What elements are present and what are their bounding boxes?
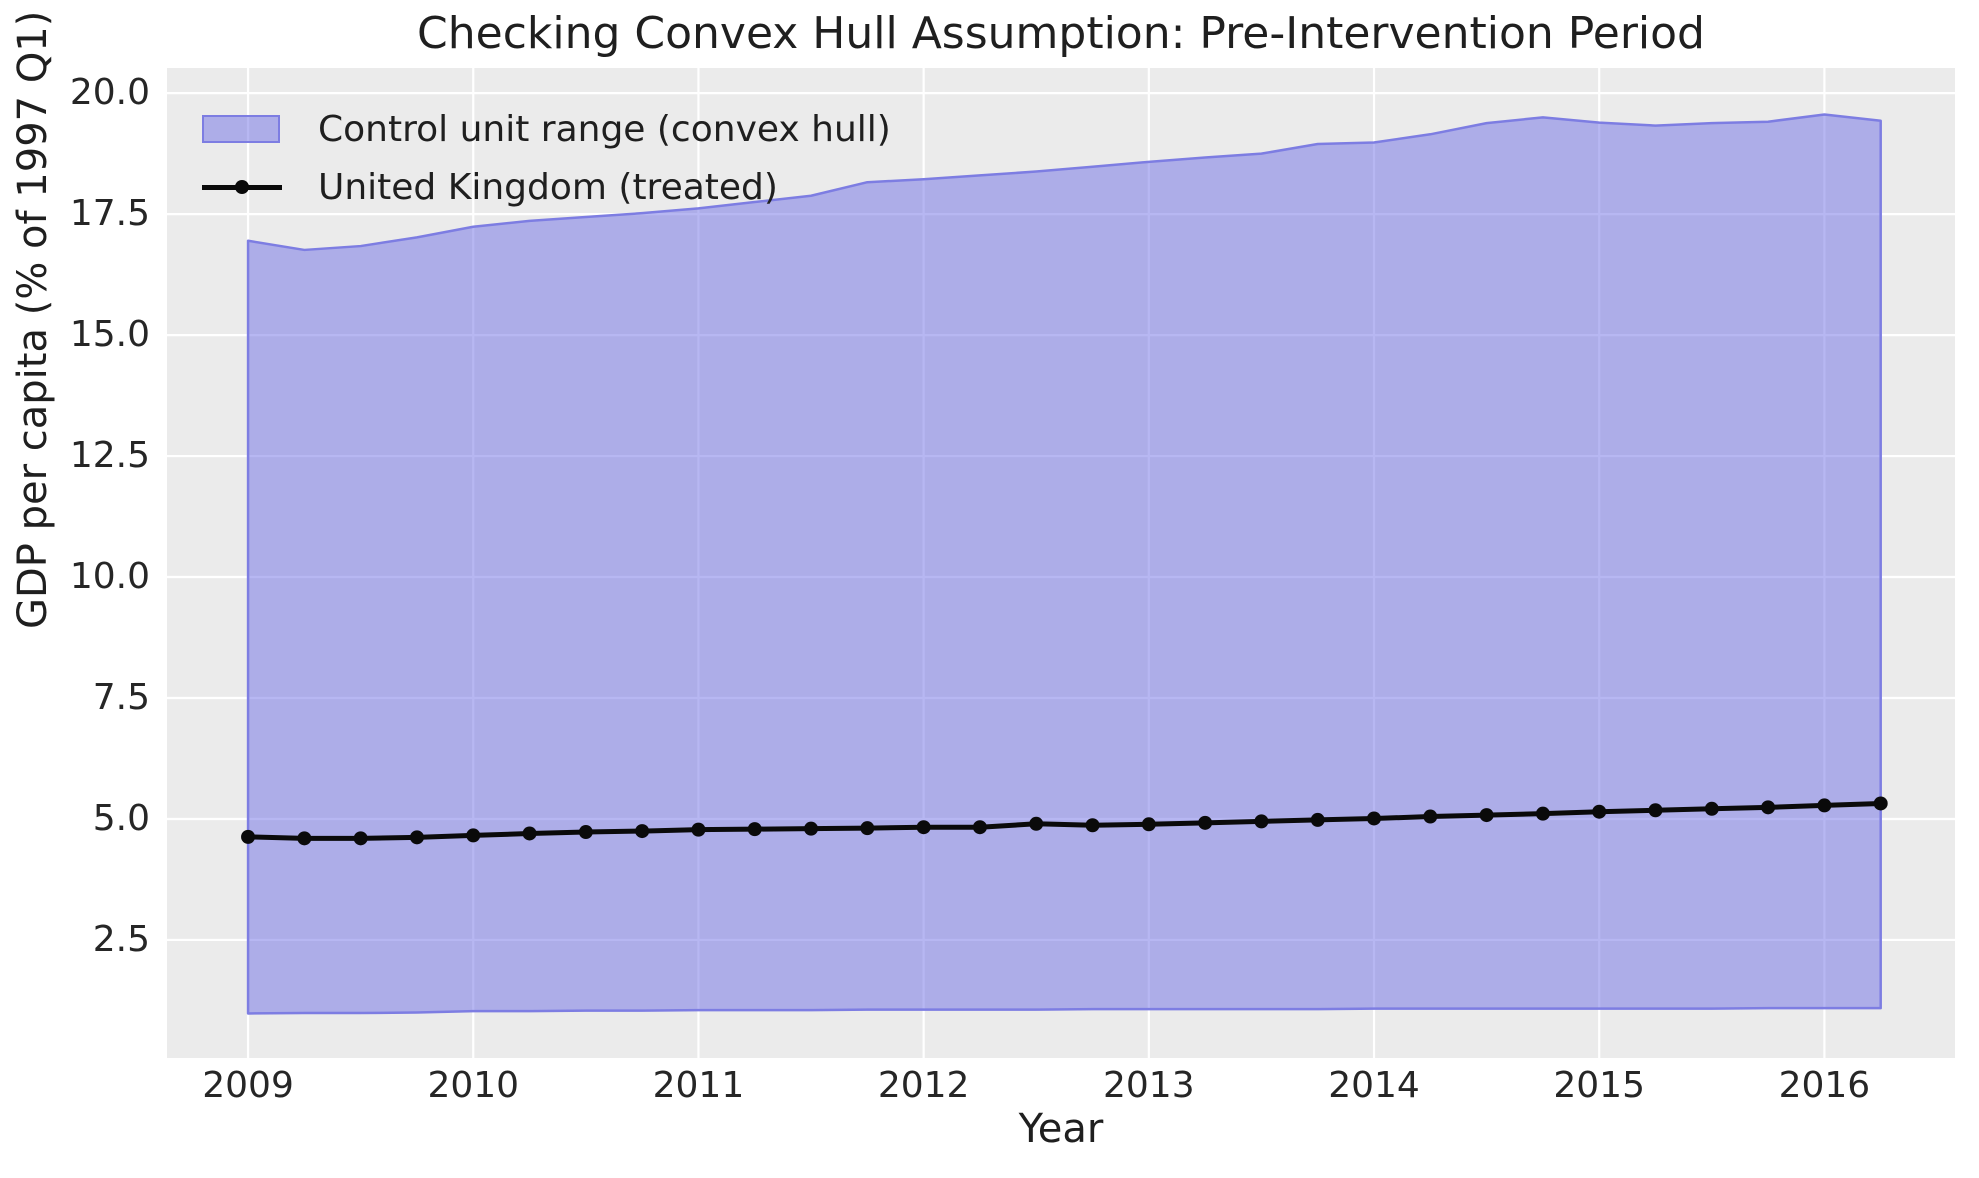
uk-marker <box>522 826 537 841</box>
y-tick-label: 5.0 <box>92 797 150 839</box>
uk-marker <box>1367 811 1382 826</box>
x-tick-label: 2012 <box>877 1065 970 1106</box>
y-tick-label: 15.0 <box>69 314 150 356</box>
uk-marker <box>635 824 650 839</box>
x-tick-label: 2015 <box>1553 1065 1645 1106</box>
chart-title: Checking Convex Hull Assumption: Pre-Int… <box>417 8 1705 59</box>
uk-marker <box>297 831 312 846</box>
x-tick-label: 2014 <box>1328 1065 1420 1106</box>
uk-marker <box>1141 817 1156 832</box>
uk-marker <box>1310 812 1325 827</box>
legend-item-hull: Control unit range (convex hull) <box>202 100 891 158</box>
uk-line <box>245 800 1884 841</box>
uk-marker <box>1761 800 1776 815</box>
uk-marker <box>747 822 762 837</box>
uk-marker <box>1085 818 1100 833</box>
uk-marker <box>578 825 593 840</box>
y-tick-label: 2.5 <box>92 918 150 960</box>
x-tick-label: 2010 <box>427 1065 520 1106</box>
uk-marker <box>1254 814 1269 829</box>
uk-marker <box>1592 804 1607 819</box>
uk-marker <box>804 821 819 836</box>
uk-marker <box>1029 816 1044 831</box>
uk-marker <box>1648 803 1663 818</box>
uk-marker <box>1198 815 1213 830</box>
uk-marker <box>466 828 481 843</box>
uk-marker <box>972 820 987 835</box>
uk-marker <box>1817 798 1832 813</box>
legend-hull-label: Control unit range (convex hull) <box>318 108 891 150</box>
uk-marker <box>241 829 256 844</box>
uk-marker <box>353 831 368 846</box>
x-axis-label: Year <box>1018 1106 1104 1152</box>
uk-marker <box>916 820 931 835</box>
uk-marker <box>1704 801 1719 816</box>
uk-marker <box>1479 808 1494 823</box>
y-tick-label: 12.5 <box>69 435 150 477</box>
uk-marker <box>1423 809 1438 824</box>
uk-marker <box>1873 796 1888 811</box>
x-tick-label: 2016 <box>1778 1065 1871 1106</box>
convex-hull-band <box>246 113 1882 1015</box>
uk-marker <box>860 821 875 836</box>
legend-item-uk: United Kingdom (treated) <box>202 158 891 216</box>
uk-marker <box>691 822 706 837</box>
hull-swatch-icon <box>202 115 280 143</box>
x-tick-label: 2011 <box>652 1065 745 1106</box>
legend-uk-label: United Kingdom (treated) <box>318 166 778 208</box>
y-tick-label: 7.5 <box>92 677 150 718</box>
y-tick-label: 17.5 <box>69 193 150 235</box>
x-tick-label: 2009 <box>202 1065 294 1106</box>
x-tick-label: 2013 <box>1103 1065 1195 1106</box>
uk-marker <box>409 830 424 845</box>
y-tick-label: 10.0 <box>69 556 150 598</box>
y-tick-label: 20.0 <box>69 72 150 114</box>
uk-line-marker-icon <box>202 173 282 201</box>
uk-marker <box>1535 806 1550 821</box>
legend: Control unit range (convex hull) United … <box>202 100 891 216</box>
